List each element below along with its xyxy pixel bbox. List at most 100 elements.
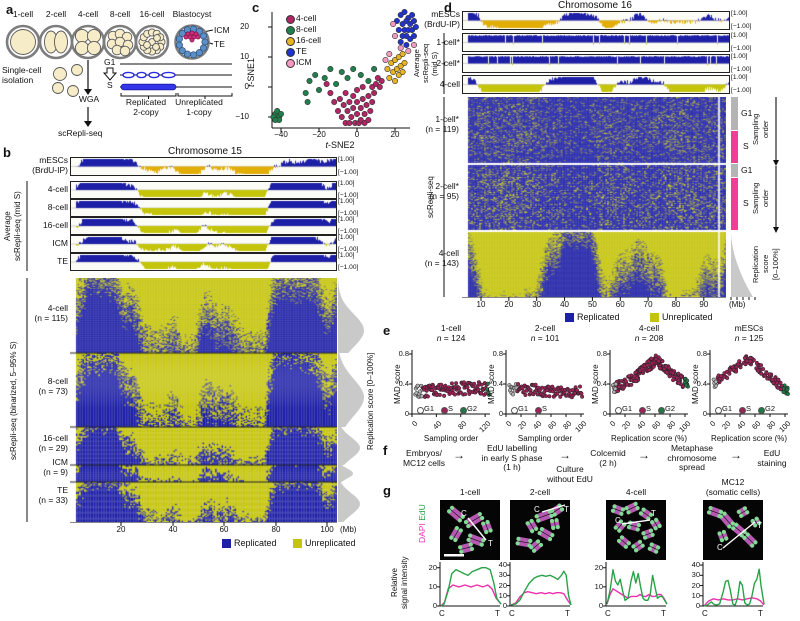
- track-label-mesc-d: mESCs: [431, 9, 460, 19]
- track-label-b-16-cell: 16-cell: [42, 220, 68, 230]
- e-ytick-2-cell-0.4: 0.4: [492, 379, 503, 388]
- g-ytick-2-cell-20: 20: [498, 580, 507, 590]
- track-box-b-ICM: [70, 235, 337, 253]
- tsne-scatter-plot: [268, 9, 419, 132]
- chr16-tick-40: 40: [560, 300, 569, 309]
- scale-bottom-b-4-cell: [−1.00]: [338, 192, 359, 199]
- track-label-d-2: 2-cell*: [436, 58, 460, 68]
- icm-label: ICM: [214, 25, 230, 35]
- e-legend-label-mESCs-G2: G2: [765, 404, 776, 413]
- e-legend-label-1-cell-S: S: [448, 404, 454, 413]
- g-ylabel-line2: signal intensity: [400, 556, 409, 610]
- replication-density-b: [338, 278, 364, 522]
- e-ytick-2-cell-0: 0: [498, 409, 503, 418]
- track-box-d-2-cell*: [462, 54, 730, 73]
- track-label-brdu-b: (BrdU-IP): [32, 165, 68, 175]
- tsne1-tick-10: 10: [240, 52, 249, 61]
- g1-bar-2: [731, 164, 738, 177]
- svg-text:C: C: [534, 505, 540, 514]
- heat-section-n-b-16-cell: (n = 29): [38, 443, 68, 453]
- tsne1-tick-0: 0: [244, 82, 249, 91]
- e-legend-dot-mESCs-G1: [715, 407, 722, 414]
- g-metaphase-image-1-cell: CT: [440, 500, 500, 560]
- chr16-tick-80: 80: [671, 300, 681, 309]
- g-ytick-4-cell-20: 20: [594, 562, 603, 572]
- chr16-tick-10: 10: [476, 300, 486, 309]
- replicated-label: Replicated: [125, 97, 167, 107]
- g1-label-1: G1: [741, 107, 753, 118]
- f-arrow-3: →: [638, 448, 650, 462]
- tsne1-tick-−10: −10: [235, 112, 249, 121]
- tsne2-axis-label: t-SNE2: [325, 140, 355, 150]
- e-legend-label-mESCs-G1: G1: [722, 404, 733, 413]
- rep-score-l3: [0–100%]: [771, 248, 780, 280]
- heat-section-n-d-0: (n = 119): [425, 124, 459, 134]
- chromosome-15-title: Chromosome 15: [168, 146, 242, 157]
- g-profile-plot-4-cell: [606, 569, 668, 605]
- f-arrow-2: →: [559, 448, 571, 462]
- track-box-b-16-cell: [70, 217, 337, 235]
- g-ytick-4-cell-10: 10: [594, 581, 603, 591]
- e-title-1-cell: 1-cell: [440, 323, 462, 333]
- svg-text:T: T: [651, 509, 656, 518]
- s-label: S: [107, 80, 113, 90]
- heat-section-label-d-1: 2-cell*: [435, 181, 459, 191]
- g-metaphase-image-MC12: CT: [703, 500, 763, 560]
- e-legend-label-4-cell-G1: G1: [622, 404, 633, 413]
- g-ytick-1-cell-20: 20: [428, 562, 437, 572]
- g-title-4-cell: 4-cell: [625, 487, 647, 497]
- track-label-brdu-d: (BrdU-IP): [424, 19, 460, 29]
- heat-section-label-b-8-cell: 8-cell: [47, 376, 68, 386]
- tsne-legend-dot-4-cell: [286, 15, 295, 24]
- e-legend-label-2-cell-S: S: [542, 404, 548, 413]
- heatmap-chr16: [462, 97, 726, 297]
- tsne-legend-dot-16-cell: [286, 37, 295, 46]
- e-legend-dot-2-cell-S: [535, 407, 542, 414]
- tsne-legend-label-ICM: ICM: [296, 57, 312, 67]
- heat-section-label-d-2: 4-cell: [438, 248, 459, 258]
- e-xlabel-1-cell: Sampling order: [423, 434, 479, 443]
- track-label-b-ICM: ICM: [52, 238, 68, 248]
- chr15-tick-20: 20: [116, 525, 126, 534]
- chr16-tick-90: 90: [699, 300, 709, 309]
- replicated-label-b: Replicated: [234, 538, 277, 548]
- embryo-stage-label-8-cell: 8-cell: [109, 9, 131, 19]
- tsne2-tick-20: 20: [390, 130, 400, 139]
- panel-e-label: e: [383, 323, 391, 338]
- track-label-b-TE: TE: [57, 256, 68, 266]
- e-legend-label-mESCs-S: S: [746, 404, 752, 413]
- chr15-tick-40: 40: [168, 525, 178, 534]
- e-ytick-4-cell-0: 0: [602, 409, 607, 418]
- heat-section-n-d-1: (n = 95): [429, 191, 459, 201]
- s-bar-1: [731, 131, 738, 163]
- edu-label: EdU: [417, 504, 427, 522]
- e-scatter-2-cell: [507, 382, 585, 400]
- f-step-4: Metaphase chromosome spread: [667, 443, 717, 472]
- track-box-b-TE: [70, 253, 337, 271]
- e-scatter-4-cell: [610, 353, 690, 395]
- chr15-mb-unit: (Mb): [340, 525, 357, 534]
- track-label-mesc-b: mESCs: [39, 155, 68, 165]
- g-ytick-MC12-0: 0: [695, 601, 700, 610]
- heat-section-label-b-4-cell: 4-cell: [47, 303, 68, 313]
- heat-section-n-b-8-cell: (n = 73): [38, 386, 68, 396]
- svg-text:T: T: [488, 539, 493, 548]
- g-ytick-1-cell-10: 10: [428, 581, 437, 591]
- g1-bar-1: [731, 97, 738, 130]
- tsne-legend-dot-8-cell: [286, 26, 295, 35]
- e-legend-label-1-cell-G2: G2: [467, 404, 478, 413]
- stain-label: DAPI EdU: [417, 495, 429, 553]
- e-title-2-cell: 2-cell: [534, 323, 556, 333]
- tsne-legend-dot-TE: [286, 48, 295, 57]
- e-ytick-2-cell-0.8: 0.8: [492, 349, 503, 358]
- unreplicated-label-b: Unreplicated: [305, 538, 356, 548]
- g-metaphase-image-4-cell: CT: [606, 500, 666, 560]
- g-ytick-MC12-30: 30: [691, 570, 700, 580]
- panel-g-label: g: [383, 483, 391, 498]
- g-ytick-2-cell-30: 30: [498, 570, 507, 580]
- g-t-1-cell: T: [495, 609, 500, 618]
- panel-f-label: f: [383, 443, 388, 458]
- e-legend-dot-4-cell-G2: [658, 407, 665, 414]
- svg-text:C: C: [717, 543, 723, 552]
- scale-top-b-TE: [1.00]: [338, 252, 355, 259]
